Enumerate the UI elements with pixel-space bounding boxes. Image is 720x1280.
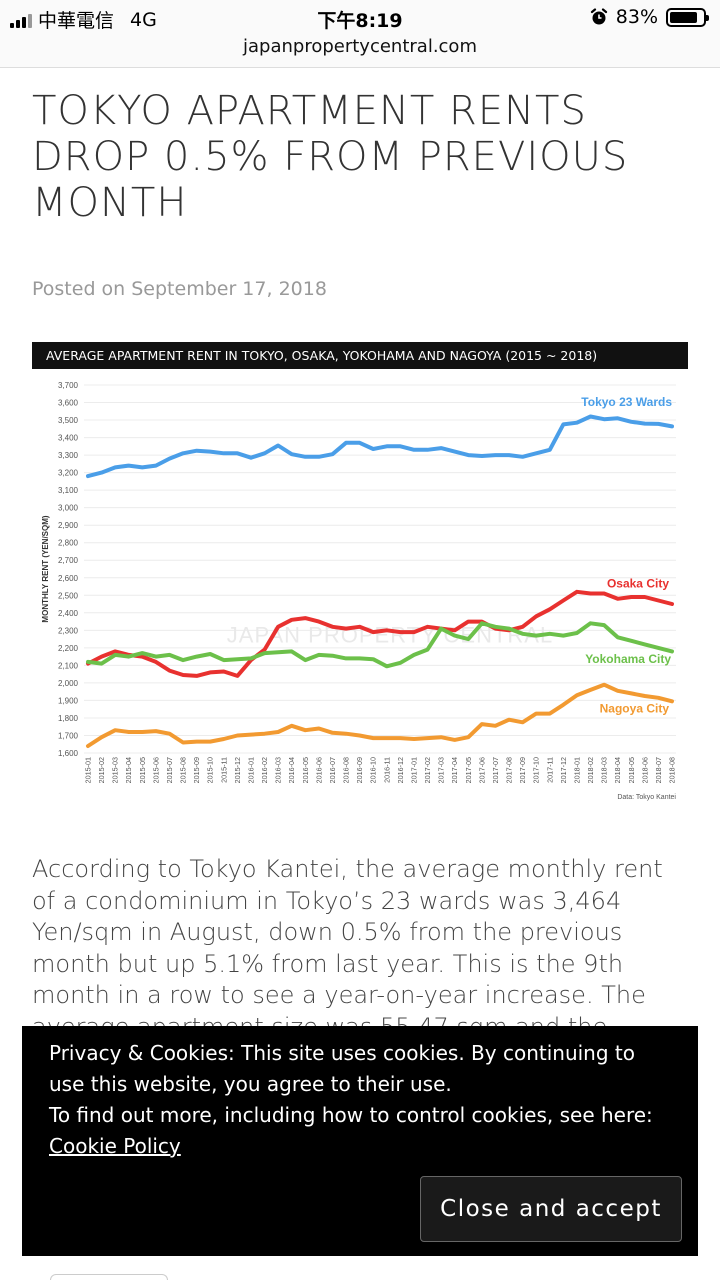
y-tick-label: 3,100	[58, 486, 79, 495]
x-tick-label: 2017-11	[545, 757, 554, 783]
y-tick-label: 2,900	[58, 521, 79, 530]
x-tick-label: 2017-01	[409, 757, 418, 783]
x-tick-label: 2018-08	[668, 757, 677, 783]
x-tick-label: 2016-12	[396, 757, 405, 783]
x-tick-label: 2018-02	[586, 757, 595, 783]
x-tick-label: 2015-12	[233, 757, 242, 783]
x-tick-label: 2018-05	[627, 757, 636, 783]
y-tick-label: 3,000	[58, 504, 79, 513]
x-tick-label: 2017-05	[464, 757, 473, 783]
x-tick-label: 2016-07	[328, 757, 337, 783]
y-tick-label: 1,600	[58, 749, 79, 758]
y-tick-label: 1,800	[58, 714, 79, 723]
x-tick-label: 2015-10	[206, 757, 215, 783]
y-tick-label: 3,200	[58, 469, 79, 478]
y-tick-label: 2,700	[58, 556, 79, 565]
chart-plot: 1,600 1,700 1,800 1,900 2,000 2,100 2,200 2,300…	[32, 369, 688, 802]
x-tick-label: 2015-09	[192, 757, 201, 783]
x-tick-label: 2015-11	[219, 757, 228, 783]
x-tick-label: 2017-08	[505, 757, 514, 783]
x-tick-label: 2016-03	[274, 757, 283, 783]
article-title: TOKYO APARTMENT RENTS DROP 0.5% FROM PRE…	[32, 88, 629, 226]
carrier-label: 中華電信	[38, 10, 115, 32]
signal-icon	[10, 12, 32, 28]
status-right: 83%	[590, 6, 709, 28]
y-tick-label: 2,100	[58, 661, 79, 670]
x-tick-label: 2017-02	[423, 757, 432, 783]
x-tick-label: 2016-04	[287, 757, 296, 783]
series-line	[86, 682, 674, 748]
x-tick-label: 2016-08	[342, 757, 351, 783]
cookie-text: Privacy & Cookies: This site uses cookie…	[49, 1038, 669, 1162]
x-tick-label: 2016-01	[246, 757, 255, 783]
x-tick-label: 2015-06	[151, 757, 160, 783]
series-line	[86, 414, 674, 479]
x-tick-label: 2018-06	[640, 757, 649, 783]
y-tick-label: 3,600	[58, 399, 79, 408]
chart-source: Data: Tokyo Kantei	[617, 794, 676, 801]
x-tick-label: 2016-05	[301, 757, 310, 783]
clock: 下午8:19	[317, 10, 403, 32]
x-tick-label: 2015-04	[124, 757, 133, 783]
series-label: Tokyo 23 Wards	[581, 395, 672, 409]
y-tick-label: 3,500	[58, 416, 79, 425]
series-line	[86, 589, 674, 678]
x-tick-label: 2018-04	[613, 757, 622, 783]
x-tick-label: 2015-01	[84, 757, 93, 783]
x-tick-label: 2017-10	[532, 757, 541, 783]
cookie-banner: Privacy & Cookies: This site uses cookie…	[22, 1026, 698, 1256]
x-tick-label: 2016-06	[314, 757, 323, 783]
y-axis-label: MONTHLY RENT (YEN/SQM)	[41, 515, 50, 622]
cookie-notice: Privacy & Cookies: This site uses cookie…	[49, 1041, 635, 1096]
x-tick-label: 2015-02	[97, 757, 106, 783]
status-left: 中華電信 4G	[10, 6, 157, 33]
post-date: Posted on September 17, 2018	[32, 278, 327, 300]
y-tick-label: 2,600	[58, 574, 79, 583]
x-tick-label: 2017-09	[518, 757, 527, 783]
x-tick-label: 2016-10	[369, 757, 378, 783]
partial-button[interactable]	[50, 1274, 168, 1280]
cookie-more-info: To find out more, including how to contr…	[49, 1103, 653, 1127]
x-tick-label: 2016-11	[382, 757, 391, 783]
x-tick-label: 2016-09	[355, 757, 364, 783]
y-tick-label: 3,400	[58, 434, 79, 443]
y-tick-label: 2,800	[58, 539, 79, 548]
x-tick-label: 2018-03	[600, 757, 609, 783]
cookie-policy-link[interactable]: Cookie Policy	[49, 1134, 181, 1158]
status-bar: 中華電信 4G 下午8:19 83%	[0, 0, 720, 36]
address-bar[interactable]: japanpropertycentral.com	[0, 34, 720, 68]
x-tick-label: 2015-08	[179, 757, 188, 783]
y-tick-label: 3,700	[58, 381, 79, 390]
y-tick-label: 2,200	[58, 644, 79, 653]
battery-icon	[666, 7, 709, 27]
y-tick-label: 1,700	[58, 731, 79, 740]
series-label: Nagoya City	[600, 702, 670, 716]
alarm-icon	[590, 8, 607, 25]
x-tick-label: 2015-07	[165, 757, 174, 783]
x-tick-label: 2017-04	[450, 757, 459, 783]
x-tick-label: 2018-07	[654, 757, 663, 783]
chart: AVERAGE APARTMENT RENT IN TOKYO, OSAKA, …	[32, 342, 688, 802]
x-tick-label: 2015-05	[138, 757, 147, 783]
y-tick-label: 2,500	[58, 591, 79, 600]
x-tick-label: 2017-12	[559, 757, 568, 783]
series-label: Yokohama City	[585, 652, 671, 666]
x-tick-label: 2017-07	[491, 757, 500, 783]
x-tick-label: 2016-02	[260, 757, 269, 783]
y-tick-label: 2,300	[58, 626, 79, 635]
x-tick-label: 2017-06	[477, 757, 486, 783]
series-label: Osaka City	[607, 576, 669, 590]
close-and-accept-button[interactable]: Close and accept	[420, 1176, 682, 1242]
x-tick-label: 2015-03	[111, 757, 120, 783]
y-tick-label: 2,400	[58, 609, 79, 618]
y-tick-label: 2,000	[58, 679, 79, 688]
x-tick-label: 2018-01	[572, 757, 581, 783]
x-tick-label: 2017-03	[437, 757, 446, 783]
chart-title: AVERAGE APARTMENT RENT IN TOKYO, OSAKA, …	[32, 342, 688, 369]
series-line	[86, 621, 674, 669]
y-tick-label: 1,900	[58, 696, 79, 705]
y-tick-label: 3,300	[58, 451, 79, 460]
battery-percent: 83%	[615, 6, 658, 28]
network-label: 4G	[130, 8, 157, 31]
